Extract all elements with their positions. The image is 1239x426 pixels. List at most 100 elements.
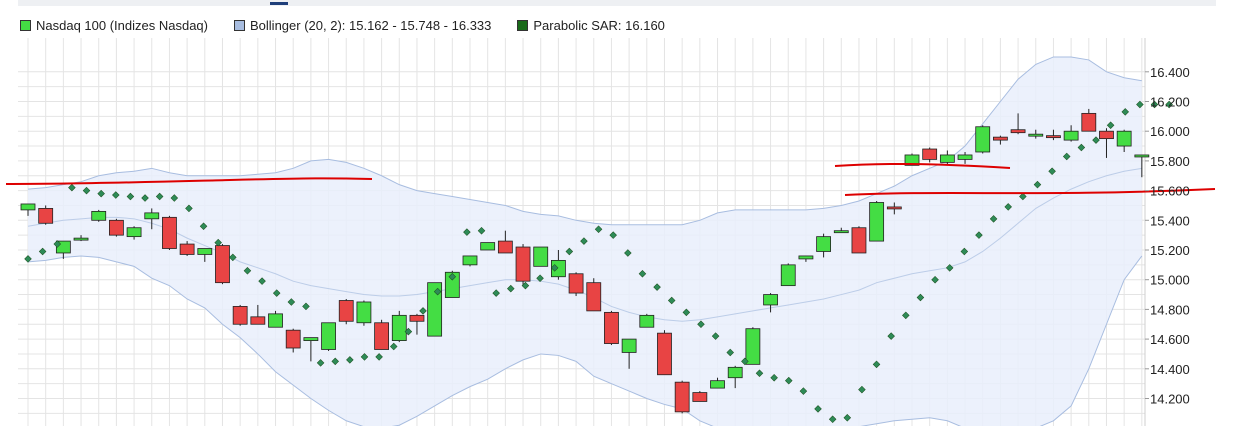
candle-body <box>780 264 796 287</box>
y-tick-label: 14.200 <box>1150 392 1190 407</box>
sar-point <box>536 274 544 282</box>
candle <box>851 226 867 254</box>
candle <box>179 241 195 256</box>
candle-body <box>993 136 1008 141</box>
sar-point <box>185 204 193 213</box>
sar-point <box>272 289 281 297</box>
candle-body <box>710 380 725 389</box>
candle <box>20 203 36 216</box>
sar-point <box>521 281 530 290</box>
candle <box>232 304 248 326</box>
candle-body <box>586 282 602 312</box>
candle <box>515 244 531 286</box>
sar-point <box>38 247 47 256</box>
sar-point <box>580 237 588 245</box>
candle-body <box>1046 135 1061 139</box>
sar-point <box>1092 136 1100 144</box>
sar-point <box>1062 152 1071 161</box>
candle <box>1134 154 1150 178</box>
sar-point <box>1048 167 1056 176</box>
candle <box>427 282 443 337</box>
sar-point <box>316 359 325 367</box>
y-tick-label: 15.000 <box>1150 273 1190 288</box>
active-tab-indicator[interactable] <box>270 2 288 5</box>
sar-point <box>711 332 720 340</box>
candle-body <box>197 248 213 255</box>
candle-body <box>533 246 549 267</box>
candle <box>1028 129 1044 139</box>
candle <box>674 380 690 414</box>
candle-body <box>763 294 778 306</box>
candle <box>957 151 973 164</box>
candle <box>568 272 584 297</box>
candle-body <box>73 237 89 241</box>
legend-item-bollinger[interactable]: Bollinger (20, 2): 15.162 - 15.748 - 16.… <box>234 18 491 33</box>
y-axis: 16.400 16.200 16.000 15.800 15.600 15.400 15.2… <box>1145 65 1190 407</box>
candle <box>91 209 107 222</box>
candle-body <box>745 328 761 365</box>
candle-body <box>444 271 460 298</box>
candle-body <box>144 212 160 220</box>
candle-body <box>427 282 443 337</box>
candle-body <box>409 314 425 322</box>
sar-point <box>68 183 76 192</box>
y-tick-label: 16.200 <box>1150 95 1190 110</box>
candle-body <box>833 230 849 234</box>
candle-body <box>268 313 283 328</box>
sar-point <box>1004 203 1012 211</box>
candle <box>710 377 725 389</box>
candle <box>798 255 814 262</box>
sar-point <box>667 296 676 305</box>
candle <box>73 235 89 242</box>
legend-swatch-sar <box>517 19 529 31</box>
sar-point <box>682 308 691 317</box>
candle <box>639 313 655 328</box>
sar-point <box>97 189 105 198</box>
candle-body <box>109 219 124 236</box>
candle <box>38 205 54 225</box>
candle <box>303 337 319 362</box>
sar-point <box>1121 108 1129 116</box>
sar-point <box>229 253 237 262</box>
candle-body <box>957 154 973 160</box>
sar-point <box>492 289 500 297</box>
sar-point <box>799 387 808 395</box>
candle <box>215 244 230 285</box>
candle <box>993 135 1008 145</box>
candle <box>922 147 938 163</box>
candle-body <box>692 392 708 402</box>
candle <box>480 242 496 251</box>
candle <box>126 226 142 240</box>
y-tick-label: 14.600 <box>1150 332 1190 347</box>
sar-points <box>24 100 1173 424</box>
candle-body <box>338 300 354 322</box>
sar-point <box>887 332 895 340</box>
sar-point <box>404 327 413 336</box>
sar-point <box>112 191 120 199</box>
candle-body <box>20 203 36 211</box>
sar-point <box>1150 100 1159 109</box>
top-toolbar-strip <box>18 0 1216 6</box>
candle-body <box>356 301 372 324</box>
sar-point <box>390 342 398 351</box>
candle <box>657 330 672 376</box>
candle <box>1010 113 1026 135</box>
candle <box>462 255 478 267</box>
legend-item-nasdaq[interactable]: Nasdaq 100 (Indizes Nasdaq) <box>20 18 208 33</box>
annotation-line-left <box>5 177 373 185</box>
candle-body <box>215 245 230 284</box>
sar-point <box>697 320 705 328</box>
sar-point <box>594 225 603 233</box>
sar-point <box>82 186 91 195</box>
sar-point <box>931 275 939 284</box>
candle-body <box>1010 129 1026 134</box>
candle <box>55 240 71 259</box>
sar-point <box>726 348 734 357</box>
candle-body <box>321 322 336 350</box>
legend-item-sar[interactable]: Parabolic SAR: 16.160 <box>517 18 665 33</box>
candle-body <box>497 240 513 254</box>
candle <box>1046 129 1061 141</box>
candle-body <box>374 322 390 350</box>
candle <box>869 200 885 242</box>
